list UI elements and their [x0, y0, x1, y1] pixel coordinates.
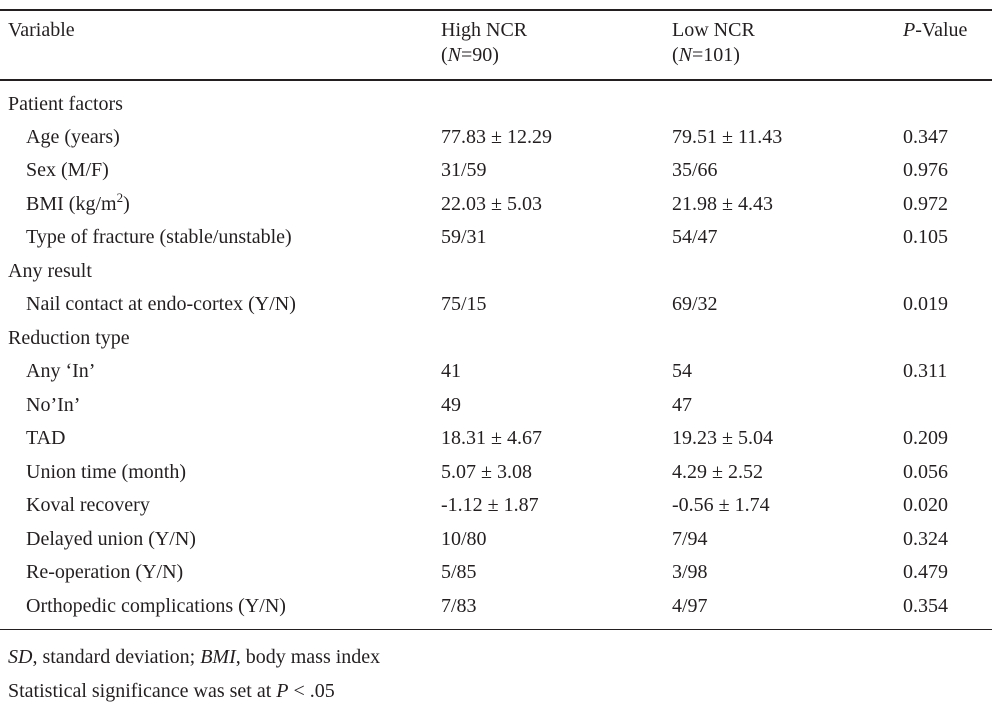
high-ncr-cell: -1.12 ± 1.87: [441, 494, 539, 516]
p-value-cell: 0.976: [903, 159, 948, 181]
section-label: Any result: [8, 260, 92, 282]
p-value-cell: 0.479: [903, 561, 948, 583]
low-ncr-cell: 4.29 ± 2.52: [672, 461, 763, 483]
p-value-cell: 0.056: [903, 461, 948, 483]
p-value-cell: 0.020: [903, 494, 948, 516]
table-row: TAD 18.31 ± 4.67 19.23 ± 5.04 0.209: [0, 422, 992, 455]
header-p-value: P-Value: [903, 18, 967, 43]
p-rest: -Value: [915, 19, 968, 41]
bmi-label: BMI (kg/m: [26, 193, 117, 215]
high-ncr-cell: 59/31: [441, 226, 487, 248]
header-high-ncr: High NCR (N=90): [441, 19, 528, 66]
table-row: Delayed union (Y/N) 10/80 7/94 0.324: [0, 523, 992, 556]
variable-cell: Any ‘In’: [26, 360, 96, 382]
low-ncr-cell: 79.51 ± 11.43: [672, 126, 783, 148]
bmi-text: , body mass index: [235, 646, 381, 668]
variable-cell: BMI (kg/m2): [26, 188, 130, 222]
p-value-cell: 0.105: [903, 226, 948, 248]
table-top-rule: [0, 9, 992, 11]
variable-cell: Union time (month): [26, 461, 186, 483]
sd-text: , standard deviation;: [32, 646, 201, 668]
high-ncr-cell: 75/15: [441, 293, 487, 315]
table-row: Nail contact at endo-cortex (Y/N) 75/15 …: [0, 288, 992, 321]
high-ncr-cell: 7/83: [441, 595, 477, 617]
table-row: BMI (kg/m2) 22.03 ± 5.03 21.98 ± 4.43 0.…: [0, 188, 992, 221]
high-ncr-cell: 22.03 ± 5.03: [441, 193, 542, 215]
low-ncr-cell: 19.23 ± 5.04: [672, 427, 773, 449]
high-ncr-cell: 5.07 ± 3.08: [441, 461, 532, 483]
p-italic: P: [903, 19, 916, 41]
low-ncr-cell: 21.98 ± 4.43: [672, 193, 773, 215]
header-variable: Variable: [8, 19, 75, 41]
high-n-label: N: [447, 44, 462, 66]
table-row: Orthopedic complications (Y/N) 7/83 4/97…: [0, 590, 992, 623]
low-ncr-cell: 35/66: [672, 159, 718, 181]
p-value-cell: 0.354: [903, 595, 948, 617]
low-ncr-cell: 3/98: [672, 561, 708, 583]
table-row: Sex (M/F) 31/59 35/66 0.976: [0, 154, 992, 187]
section-row: Reduction type: [0, 322, 992, 355]
low-ncr-cell: 54: [672, 360, 692, 382]
low-ncr-cell: 4/97: [672, 595, 708, 617]
low-ncr-cell: 54/47: [672, 226, 718, 248]
variable-cell: Koval recovery: [26, 494, 150, 516]
variable-cell: Age (years): [26, 126, 120, 148]
high-ncr-cell: 5/85: [441, 561, 477, 583]
table-row: Re-operation (Y/N) 5/85 3/98 0.479: [0, 556, 992, 589]
table-row: Union time (month) 5.07 ± 3.08 4.29 ± 2.…: [0, 456, 992, 489]
variable-cell: Re-operation (Y/N): [26, 561, 184, 583]
high-ncr-cell: 10/80: [441, 528, 487, 550]
section-label: Reduction type: [8, 327, 130, 349]
low-n-label: N: [678, 44, 693, 66]
header-low-ncr: Low NCR (N=101): [672, 19, 755, 66]
table-row: Any ‘In’ 41 54 0.311: [0, 355, 992, 388]
section-row: Any result: [0, 255, 992, 288]
sig-text: Statistical significance was set at: [8, 680, 277, 702]
variable-cell: Type of fracture (stable/unstable): [26, 226, 292, 248]
low-n-value: =101: [692, 44, 734, 66]
low-ncr-cell: 7/94: [672, 528, 708, 550]
p-value-cell: 0.347: [903, 126, 948, 148]
footnote-abbreviations: SD, standard deviation; BMI, body mass i…: [8, 645, 380, 669]
section-row: Patient factors: [0, 88, 992, 121]
low-ncr-cell: 69/32: [672, 293, 718, 315]
bmi-superscript: 2: [116, 190, 124, 205]
variable-cell: TAD: [26, 427, 66, 449]
footnote-significance: Statistical significance was set at P < …: [8, 679, 335, 703]
high-n-value: =90: [461, 44, 493, 66]
low-ncr-cell: -0.56 ± 1.74: [672, 494, 770, 516]
p-value-cell: 0.209: [903, 427, 948, 449]
variable-cell: Delayed union (Y/N): [26, 528, 196, 550]
bmi-label-close: ): [123, 193, 130, 215]
sig-p: P: [276, 680, 289, 702]
variable-cell: Sex (M/F): [26, 159, 109, 181]
variable-cell: Nail contact at endo-cortex (Y/N): [26, 293, 296, 315]
table-row: Age (years) 77.83 ± 12.29 79.51 ± 11.43 …: [0, 121, 992, 154]
low-ncr-title: Low NCR: [672, 19, 755, 41]
sig-value: < .05: [288, 680, 335, 702]
table-row: No’In’ 49 47: [0, 389, 992, 422]
bmi-abbr: BMI: [200, 646, 236, 668]
table-bottom-rule: [0, 629, 992, 630]
p-value-cell: 0.324: [903, 528, 948, 550]
header-rule: [0, 79, 992, 81]
variable-cell: Orthopedic complications (Y/N): [26, 595, 286, 617]
high-ncr-cell: 31/59: [441, 159, 487, 181]
section-label: Patient factors: [8, 93, 123, 115]
high-ncr-cell: 18.31 ± 4.67: [441, 427, 542, 449]
high-ncr-title: High NCR: [441, 19, 528, 41]
table-row: Koval recovery -1.12 ± 1.87 -0.56 ± 1.74…: [0, 489, 992, 522]
low-ncr-cell: 47: [672, 394, 692, 416]
high-ncr-cell: 49: [441, 394, 461, 416]
p-value-cell: 0.311: [903, 360, 948, 382]
high-ncr-cell: 41: [441, 360, 461, 382]
high-ncr-cell: 77.83 ± 12.29: [441, 126, 552, 148]
p-value-cell: 0.019: [903, 293, 948, 315]
sd-abbr: SD: [8, 646, 33, 668]
variable-cell: No’In’: [26, 394, 81, 416]
p-value-cell: 0.972: [903, 193, 948, 215]
table-row: Type of fracture (stable/unstable) 59/31…: [0, 221, 992, 254]
